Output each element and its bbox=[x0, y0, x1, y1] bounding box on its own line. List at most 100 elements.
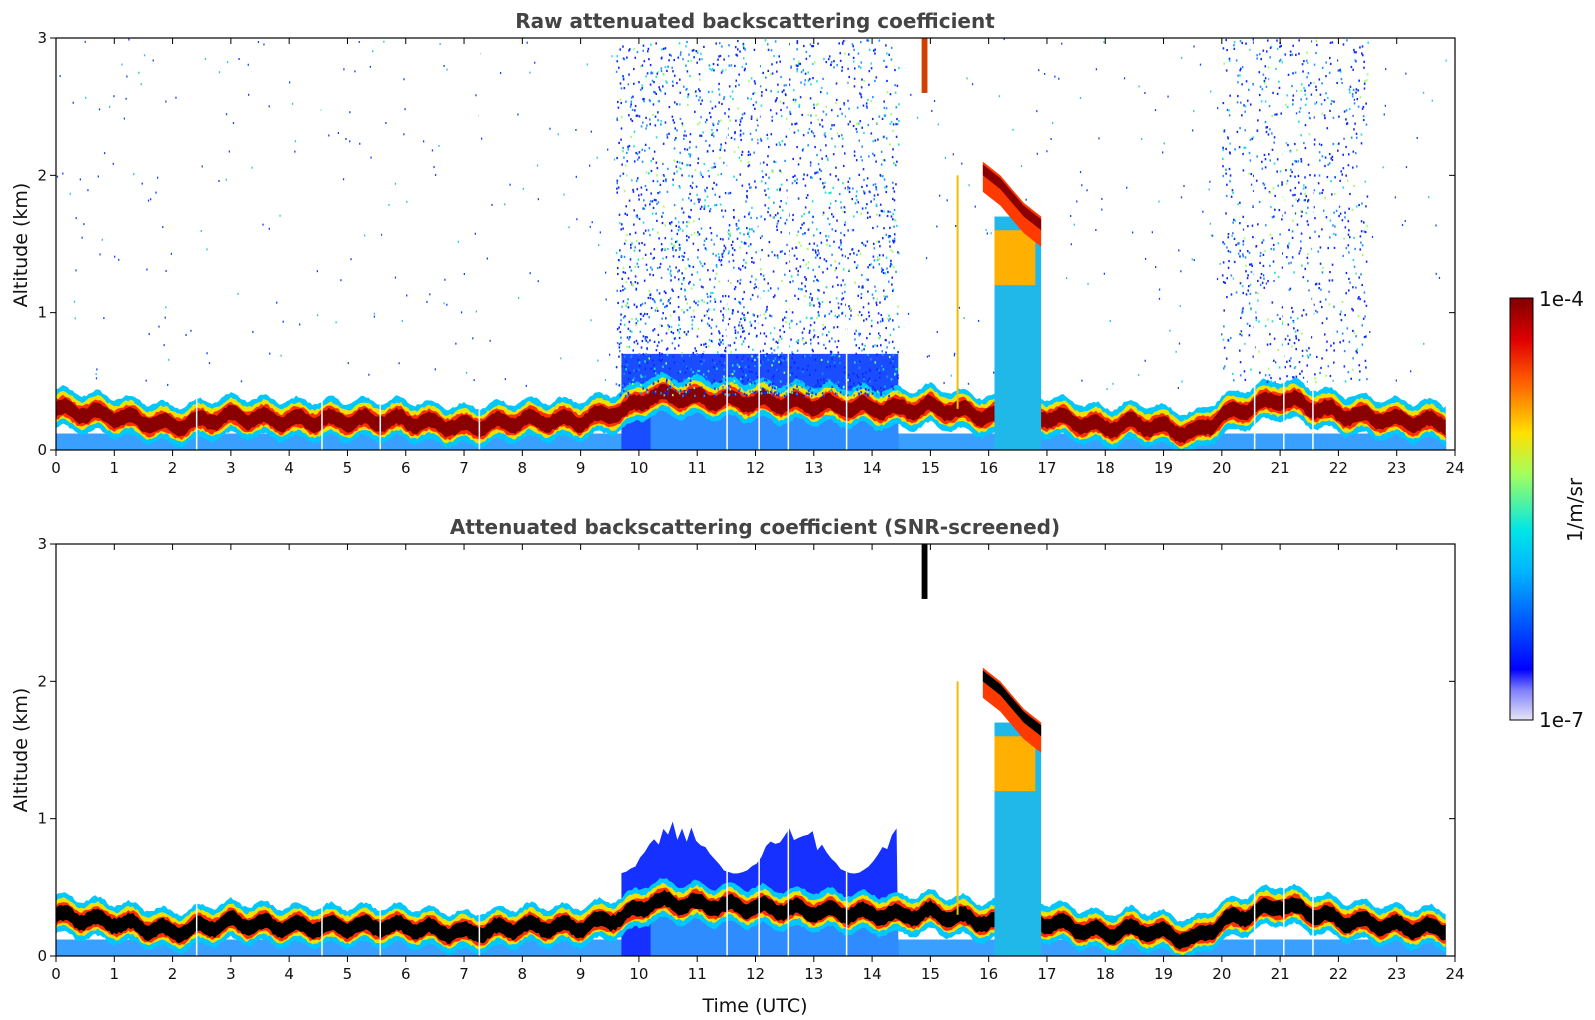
noise-speck bbox=[630, 356, 632, 359]
noise-speck bbox=[636, 152, 639, 156]
noise-speck bbox=[780, 170, 783, 174]
noise-speck bbox=[861, 126, 864, 129]
noise-speck bbox=[651, 200, 654, 203]
noise-speck bbox=[621, 365, 623, 368]
noise-speck bbox=[1360, 133, 1363, 136]
noise-speck bbox=[800, 381, 803, 384]
noise-speck bbox=[655, 42, 657, 45]
noise-speck bbox=[841, 292, 844, 295]
noise-speck bbox=[682, 221, 685, 224]
noise-speck bbox=[1310, 93, 1313, 96]
noise-speck bbox=[739, 173, 742, 176]
noise-speck bbox=[621, 353, 624, 356]
noise-speck bbox=[827, 378, 829, 381]
noise-speck bbox=[825, 60, 828, 64]
noise-speck bbox=[880, 209, 883, 212]
noise-speck bbox=[773, 254, 776, 257]
noise-speck bbox=[847, 123, 850, 126]
noise-speck bbox=[701, 265, 704, 268]
noise-speck bbox=[791, 311, 794, 314]
noise-speck bbox=[1338, 142, 1340, 145]
noise-speck bbox=[759, 85, 762, 88]
noise-speck bbox=[986, 232, 988, 235]
noise-speck bbox=[665, 80, 667, 83]
noise-speck bbox=[1177, 386, 1180, 389]
noise-speck bbox=[659, 88, 661, 91]
noise-speck bbox=[1319, 300, 1322, 303]
noise-speck bbox=[1274, 194, 1276, 198]
noise-speck bbox=[739, 327, 742, 330]
noise-speck bbox=[744, 316, 746, 320]
noise-speck bbox=[717, 58, 719, 61]
noise-speck bbox=[1304, 186, 1307, 189]
noise-speck bbox=[1324, 156, 1327, 159]
noise-speck bbox=[640, 312, 642, 316]
noise-speck bbox=[793, 131, 796, 134]
noise-speck bbox=[1348, 91, 1351, 94]
noise-speck bbox=[145, 379, 147, 382]
noise-speck bbox=[759, 359, 762, 362]
y-tick-label: 2 bbox=[37, 166, 47, 184]
noise-speck bbox=[56, 175, 59, 178]
noise-speck bbox=[620, 319, 622, 322]
noise-speck bbox=[1236, 101, 1239, 104]
noise-speck bbox=[669, 272, 672, 275]
noise-speck bbox=[843, 371, 846, 374]
noise-speck bbox=[633, 160, 636, 163]
noise-speck bbox=[661, 339, 663, 342]
noise-speck bbox=[1241, 66, 1244, 69]
noise-speck bbox=[744, 67, 746, 70]
noise-speck bbox=[689, 155, 691, 158]
noise-speck bbox=[630, 135, 632, 138]
noise-speck bbox=[1281, 306, 1284, 309]
noise-speck bbox=[871, 117, 874, 121]
noise-speck bbox=[739, 335, 742, 338]
noise-speck bbox=[740, 153, 743, 156]
noise-speck bbox=[889, 235, 891, 238]
noise-speck bbox=[699, 260, 701, 263]
data-gap bbox=[478, 544, 481, 956]
noise-speck bbox=[648, 147, 651, 150]
noise-speck bbox=[885, 44, 887, 47]
noise-speck bbox=[708, 210, 711, 213]
noise-speck bbox=[781, 90, 784, 93]
noise-speck bbox=[747, 345, 750, 348]
noise-speck bbox=[1241, 83, 1243, 86]
noise-speck bbox=[780, 75, 782, 79]
noise-speck bbox=[1269, 56, 1271, 59]
noise-speck bbox=[844, 290, 846, 293]
noise-speck bbox=[1325, 349, 1328, 352]
noise-speck bbox=[623, 323, 626, 326]
noise-speck bbox=[1357, 89, 1360, 92]
noise-speck bbox=[817, 335, 819, 339]
noise-speck bbox=[712, 166, 715, 169]
noise-speck bbox=[809, 387, 812, 390]
noise-speck bbox=[977, 319, 980, 322]
noise-speck bbox=[715, 272, 718, 275]
noise-speck bbox=[630, 281, 632, 284]
noise-speck bbox=[654, 392, 657, 395]
noise-speck bbox=[1348, 229, 1350, 232]
x-tick-label: 8 bbox=[518, 965, 528, 983]
noise-speck bbox=[642, 44, 645, 47]
noise-speck bbox=[1330, 344, 1332, 347]
noise-speck bbox=[654, 390, 657, 393]
noise-speck bbox=[856, 264, 859, 267]
noise-speck bbox=[808, 127, 811, 131]
noise-speck bbox=[874, 344, 876, 347]
noise-speck bbox=[765, 193, 767, 197]
noise-speck bbox=[897, 251, 899, 254]
noise-speck bbox=[1228, 59, 1231, 62]
noise-speck bbox=[696, 193, 698, 197]
noise-speck bbox=[894, 219, 897, 222]
noise-speck bbox=[1313, 138, 1316, 141]
noise-speck bbox=[673, 244, 675, 247]
noise-speck bbox=[710, 339, 713, 343]
noise-speck bbox=[1070, 214, 1072, 217]
noise-speck bbox=[457, 240, 460, 243]
noise-speck bbox=[1219, 262, 1221, 265]
noise-speck bbox=[881, 319, 884, 322]
noise-speck bbox=[823, 378, 825, 381]
noise-speck bbox=[704, 391, 707, 394]
noise-speck bbox=[795, 375, 798, 378]
